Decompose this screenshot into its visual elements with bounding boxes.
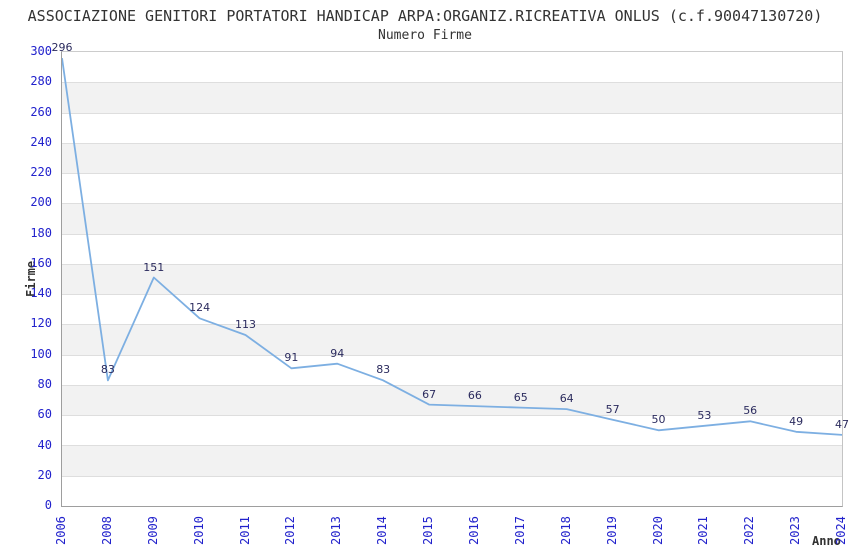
data-point-label: 50: [651, 413, 666, 427]
y-tick-label: 260: [30, 104, 52, 119]
x-tick-label: 2018: [558, 516, 573, 545]
plot-area: 296 83 151 124 113 91 94 83 67 66 65 64 57 50 53 56 49 47: [52, 41, 849, 507]
data-point-label: 47: [835, 417, 849, 431]
x-tick-label: 2011: [237, 516, 252, 545]
y-gridline: [62, 294, 842, 295]
y-gridline: [62, 355, 842, 356]
data-point-label: 53: [697, 408, 712, 422]
y-tick-label: 280: [30, 74, 52, 89]
data-point-label: 66: [467, 389, 482, 403]
plot-band: [62, 142, 842, 174]
x-tick-label: 2019: [604, 516, 619, 545]
y-gridline: [62, 82, 842, 83]
plot-band: [62, 445, 842, 476]
y-tick-label: 180: [30, 225, 52, 240]
plot-band: [62, 324, 842, 355]
y-tick-label: 160: [30, 255, 52, 270]
y-gridline: [62, 143, 842, 144]
line-series: [62, 57, 842, 436]
x-tick-label: 2017: [512, 516, 527, 545]
y-tick-label: 240: [30, 134, 52, 149]
x-tick-label: 2009: [145, 516, 160, 545]
data-point-label: 296: [51, 41, 73, 55]
y-tick-label: 40: [37, 437, 52, 452]
plot-band: [62, 82, 842, 113]
x-tick-label: 2021: [696, 516, 711, 545]
plot-band: [62, 203, 842, 234]
y-gridline: [62, 113, 842, 114]
data-point-label: 49: [789, 414, 804, 428]
y-tick-label: 140: [30, 286, 52, 301]
series-svg: [62, 57, 842, 436]
x-tick-label: 2020: [650, 516, 665, 545]
data-point-label: 83: [100, 363, 115, 377]
data-point-label: 65: [513, 390, 528, 404]
y-tick-label: 100: [30, 346, 52, 361]
data-point-label: 64: [559, 392, 574, 406]
y-gridline: [62, 203, 842, 204]
x-tick-label: 2013: [329, 516, 344, 545]
y-tick-label: 300: [30, 44, 52, 58]
x-tick-label: 2010: [191, 516, 206, 545]
y-gridline: [62, 385, 842, 386]
x-tick-label: 2008: [99, 516, 114, 545]
x-tick-label: 2014: [375, 516, 390, 545]
x-tick-label: 2016: [466, 516, 481, 545]
y-gridline: [62, 234, 842, 235]
y-gridline: [62, 445, 842, 446]
y-gridline: [62, 476, 842, 477]
data-point-label: 56: [743, 404, 758, 418]
y-tick-label: 200: [30, 195, 52, 210]
chart-subtitle: Numero Firme: [378, 28, 472, 43]
plot-band: [62, 384, 842, 416]
data-point-label: 57: [605, 402, 620, 416]
y-gridline: [62, 415, 842, 416]
y-gridline: [62, 324, 842, 325]
y-gridline: [62, 264, 842, 265]
x-tick-label: 2015: [421, 516, 436, 545]
y-tick-label: 80: [37, 376, 52, 391]
chart-title: ASSOCIAZIONE GENITORI PORTATORI HANDICAP…: [27, 7, 823, 25]
x-tick-label: 2024: [834, 516, 848, 545]
data-point-label: 124: [189, 301, 211, 315]
x-tick-label: 2022: [742, 516, 757, 545]
data-point-label: 151: [143, 260, 165, 274]
y-tick-label: 20: [37, 467, 52, 482]
data-point-label: 94: [330, 346, 345, 360]
x-axis-title: Anno: [812, 534, 841, 548]
data-point-label: 83: [376, 363, 391, 377]
y-tick-label: 120: [30, 316, 52, 331]
x-tick-label: 2023: [788, 516, 803, 545]
x-tick-label: 2012: [283, 516, 298, 545]
data-point-label: 91: [284, 351, 299, 365]
y-gridline: [62, 173, 842, 174]
data-point-label: 67: [422, 387, 437, 401]
plot-band: [62, 263, 842, 295]
y-tick-label: 0: [44, 498, 52, 512]
y-tick-label: 60: [37, 407, 52, 422]
x-tick-label: 2006: [54, 516, 68, 545]
data-point-label: 113: [235, 318, 256, 331]
y-tick-label: 220: [30, 165, 52, 180]
